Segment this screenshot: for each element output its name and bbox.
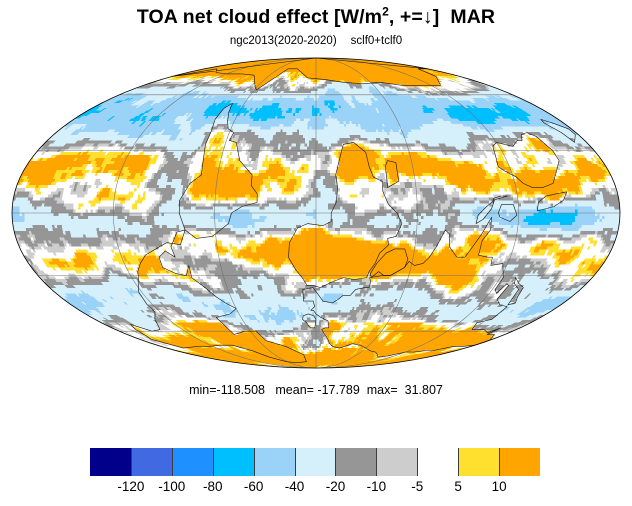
mollweide-map-canvas <box>10 56 622 370</box>
colorbar-segment <box>458 448 500 476</box>
page-title: TOA net cloud effect [W/m2, +=↓] MAR <box>0 4 632 29</box>
colorbar-separator <box>417 448 419 476</box>
title-text: TOA net cloud effect [W/m <box>136 6 383 28</box>
subtitle: ngc2013(2020-2020) sclf0+tclf0 <box>0 35 632 47</box>
colorbar-tick-label: -10 <box>366 479 387 494</box>
colorbar-tick-label: -40 <box>284 479 305 494</box>
colorbar-separator <box>130 448 132 476</box>
statistics-line: min=-118.508 mean= -17.789 max= 31.807 <box>189 383 443 397</box>
colorbar-separator <box>335 448 337 476</box>
subtitle-dataset: ngc2013(2020-2020) <box>229 35 337 47</box>
colorbar-tick-label: -5 <box>411 479 424 494</box>
colorbar-segment <box>90 448 131 476</box>
subtitle-variables: sclf0+tclf0 <box>350 35 403 47</box>
colorbar-separator <box>253 448 255 476</box>
title-month: MAR <box>450 6 496 28</box>
colorbar-segment <box>417 448 459 476</box>
colorbar-separator <box>458 448 460 476</box>
colorbar-segment <box>499 448 540 476</box>
colorbar-tick-label: 10 <box>491 479 507 494</box>
colorbar-segment <box>376 448 418 476</box>
colorbar-separator <box>499 448 501 476</box>
colorbar-segment <box>335 448 377 476</box>
colorbar-separator <box>212 448 214 476</box>
map-plot <box>10 56 622 370</box>
colorbar <box>90 448 540 476</box>
colorbar-tick-label: -20 <box>325 479 346 494</box>
colorbar-segment <box>171 448 213 476</box>
title-text-rest: , +=↓] <box>388 6 440 28</box>
colorbar-tick-label: -60 <box>243 479 264 494</box>
colorbar-segment <box>130 448 172 476</box>
colorbar-segment <box>212 448 254 476</box>
colorbar-tick-label: -100 <box>158 479 186 494</box>
colorbar-separator <box>294 448 296 476</box>
colorbar-segment <box>253 448 295 476</box>
colorbar-separator <box>171 448 173 476</box>
colorbar-tick-label: 5 <box>454 479 462 494</box>
colorbar-tick-label: -120 <box>117 479 145 494</box>
colorbar-separator <box>376 448 378 476</box>
title-superscript: 2 <box>382 4 389 19</box>
colorbar-segment <box>294 448 336 476</box>
colorbar-tick-label: -80 <box>202 479 223 494</box>
